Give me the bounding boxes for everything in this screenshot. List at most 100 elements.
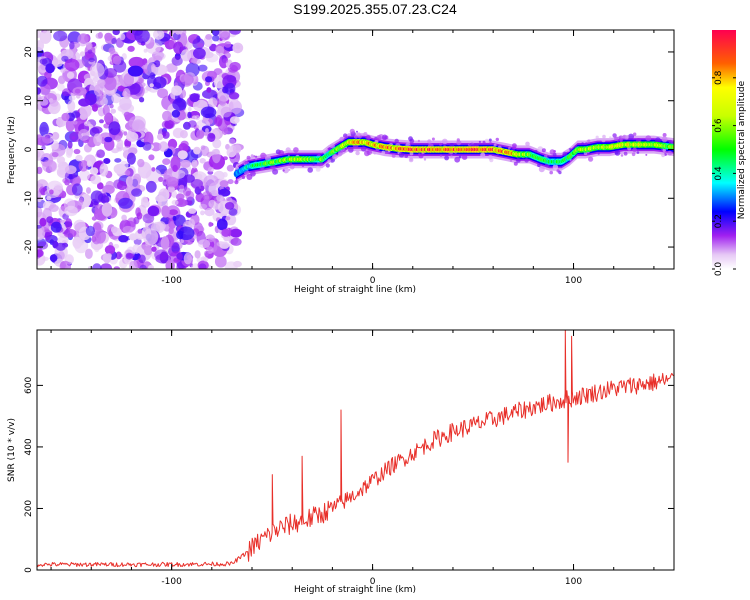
spectrogram-noise-blob: [37, 40, 45, 52]
spectrogram-noise-blob: [69, 41, 75, 50]
spectrogram-noise-blob: [66, 71, 75, 79]
spectrogram-noise-blob: [223, 235, 231, 242]
spectrogram-noise-blob: [78, 98, 91, 107]
signal-track-speckle: [645, 153, 648, 156]
spectrogram-noise-blob: [174, 30, 182, 35]
spectrogram-noise-blob: [63, 228, 77, 238]
signal-track-speckle: [537, 146, 544, 152]
signal-track-speckle: [633, 132, 637, 136]
signal-track-speckle: [250, 154, 254, 158]
signal-track-speckle: [516, 158, 521, 163]
signal-track-speckle: [255, 155, 258, 158]
spectrogram-noise-blob: [42, 159, 57, 173]
signal-track-speckle: [612, 133, 617, 138]
spectrogram-noise-blob: [37, 166, 43, 175]
spectrogram-noise-blob: [219, 180, 229, 188]
spectrogram-noise-blob: [207, 237, 214, 243]
spectrogram-noise-blob: [119, 258, 128, 269]
spectrogram-noise-blob: [137, 228, 143, 234]
chart-title: S199.2025.355.07.23.C24: [293, 1, 457, 17]
spectrogram-noise-blob: [232, 144, 242, 154]
spectrogram-noise-blob: [205, 128, 209, 134]
spectrogram-noise-blob: [62, 88, 71, 97]
spectrogram-noise-blob: [187, 111, 192, 119]
signal-track-speckle: [619, 135, 623, 139]
spectrogram-noise-blob: [208, 221, 213, 227]
spectrogram-noise-blob: [227, 179, 234, 185]
signal-track-speckle: [394, 138, 399, 144]
signal-track-speckle: [628, 133, 634, 140]
spectrogram-noise-blob: [193, 146, 201, 155]
spectrogram-noise-blob: [91, 236, 97, 243]
colorbar: 0.0 0.2 0.4 0.6 0.8 Normalized spectral ampl…: [712, 30, 747, 276]
spectrogram-noise-blob: [142, 213, 155, 224]
colorbar-label: Normalized spectral amplitude: [737, 80, 747, 219]
spectrogram-noise-blob: [119, 96, 132, 111]
signal-track-speckle: [456, 140, 462, 146]
signal-track-speckle: [525, 141, 530, 147]
signal-track-speckle: [636, 151, 640, 154]
spectrogram-noise-blob: [213, 68, 223, 76]
spectrogram-noise-blob: [185, 190, 195, 201]
spectrogram-noise-blob: [97, 79, 106, 87]
spectrogram-noise-blob: [93, 133, 103, 146]
spectrogram-noise-blob: [172, 215, 177, 221]
spectrogram-noise-blob: [39, 217, 47, 227]
spectrogram-noise-blob: [108, 47, 116, 54]
y-tick-label: 200: [24, 500, 34, 517]
spectrogram-noise-blob: [51, 152, 59, 158]
signal-track-speckle: [418, 153, 421, 156]
spectrogram-noise-blob: [54, 183, 63, 190]
spectrogram-noise-blob: [104, 136, 113, 143]
spectrogram-noise-blob: [133, 216, 140, 225]
spectrogram-noise-blob: [143, 228, 159, 246]
signal-track-speckle: [667, 150, 673, 156]
spectrogram-noise-blob: [200, 106, 217, 119]
spectrogram-noise-blob: [114, 158, 122, 163]
spectrogram-noise-blob: [79, 113, 88, 120]
spectrogram-noise-blob: [172, 98, 187, 111]
signal-track-speckle: [255, 158, 258, 161]
spectrogram-noise-blob: [178, 143, 189, 153]
y-tick-label: 600: [24, 377, 34, 394]
spectrogram-noise-blob: [61, 55, 69, 62]
signal-track-speckle: [382, 134, 388, 140]
spectrogram-noise-blob: [202, 191, 213, 201]
spectrogram-noise-blob: [233, 260, 242, 268]
signal-track-speckle: [655, 137, 661, 144]
spectrogram-noise-blob: [155, 221, 166, 231]
spectrogram-noise-blob: [209, 43, 218, 52]
spectrogram-noise-blob: [180, 49, 192, 62]
spectrogram-noise-blob: [171, 199, 179, 206]
spectrogram-noise-blob: [215, 115, 223, 127]
spectrogram-noise-blob: [171, 109, 181, 118]
signal-track-speckle: [661, 136, 668, 143]
spectrogram-noise-blob: [103, 158, 111, 164]
spectrogram-noise-blob: [228, 99, 242, 115]
signal-track-speckle: [609, 136, 612, 139]
spectrogram-noise-blob: [199, 158, 206, 164]
spectrogram-noise-blob: [169, 251, 183, 262]
spectrogram-noise-blob: [168, 227, 174, 235]
spectrogram-noise-blob: [174, 198, 188, 207]
spectrogram-noise-blob: [235, 44, 241, 50]
spectrogram-noise-blob: [188, 218, 195, 228]
signal-track-speckle: [442, 138, 448, 145]
spectrogram-noise-blob: [183, 252, 193, 265]
signal-track-speckle: [343, 133, 348, 138]
spectrogram-noise-blob: [121, 214, 127, 221]
spectrogram-noise-blob: [72, 236, 82, 249]
spectrogram-noise-blob: [143, 61, 157, 76]
signal-track-speckle: [537, 163, 541, 167]
spectrogram-noise-blob: [177, 150, 188, 160]
signal-track-speckle: [312, 163, 315, 166]
spectrogram-noise-blob: [39, 98, 49, 106]
spectrogram-noise-blob: [219, 95, 227, 107]
spectrogram-noise-blob: [222, 171, 228, 178]
spectrogram-noise-blob: [39, 121, 49, 137]
signal-track-speckle: [307, 167, 314, 173]
spectrogram-noise-blob: [221, 228, 231, 237]
spectrogram-noise-blob: [195, 173, 203, 180]
spectrogram-noise-blob: [142, 141, 152, 151]
spectrogram-noise-blob: [49, 189, 54, 195]
